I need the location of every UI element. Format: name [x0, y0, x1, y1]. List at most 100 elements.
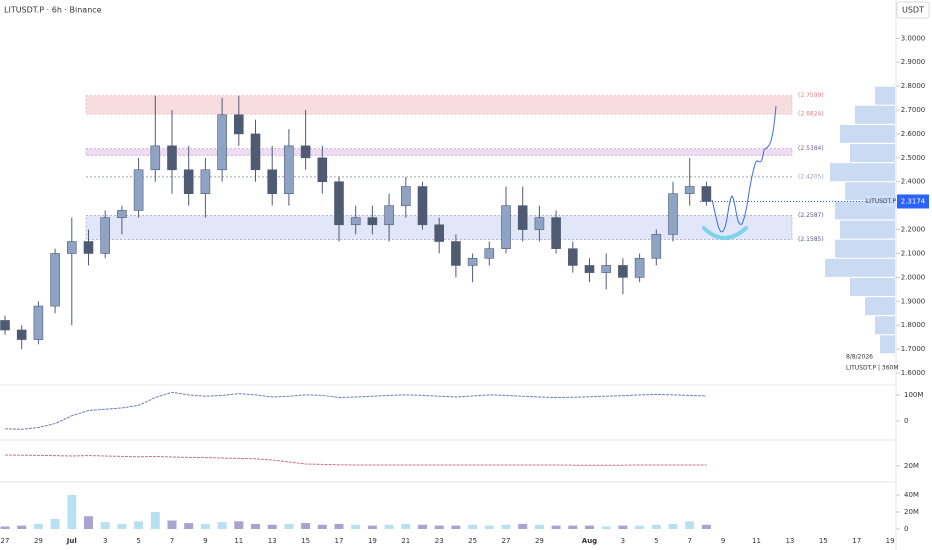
x-tick-label: 11: [752, 537, 761, 545]
x-tick-label: 9: [721, 537, 725, 545]
candle-body: [100, 217, 110, 254]
volume-bar: [384, 524, 394, 529]
x-tick-label: 21: [401, 537, 410, 545]
volume-profile-bar: [875, 86, 895, 105]
candle-body: [234, 114, 244, 135]
x-tick-label: 9: [203, 537, 207, 545]
volume-bar: [568, 525, 578, 529]
volume-bar: [451, 525, 461, 529]
candle-body: [33, 305, 44, 340]
candle-body: [334, 181, 344, 226]
candle-body: [250, 133, 261, 171]
volume-bar: [217, 522, 227, 529]
candle-body: [83, 241, 94, 254]
volume-bar: [484, 525, 494, 529]
volume-bar: [301, 523, 311, 529]
x-tick-label: 11: [234, 537, 243, 545]
volume-bar: [501, 524, 511, 529]
volume-bar: [551, 525, 561, 529]
y-tick-label: 0: [904, 525, 908, 533]
level-label: (2.4205): [798, 173, 824, 180]
volume-bar: [200, 523, 210, 529]
volume-bar: [317, 524, 327, 529]
volume-profile-bar: [830, 163, 895, 182]
x-tick-label: 25: [468, 537, 477, 545]
candle-body: [701, 186, 712, 202]
y-tick-label: 100M: [904, 391, 923, 399]
candle-body: [317, 157, 328, 183]
indicator-line: [4, 454, 707, 466]
volume-bar: [134, 521, 144, 529]
candle-body: [451, 241, 461, 266]
volume-bar: [334, 523, 344, 529]
volume-bar: [84, 516, 93, 529]
candle-body: [601, 265, 612, 273]
zone-label: (2.6824): [798, 111, 824, 118]
x-tick-label: 5: [136, 537, 140, 545]
volume-bar: [150, 512, 160, 529]
volume-bar: [367, 525, 377, 529]
volume-bar: [351, 524, 361, 529]
x-tick-label: 19: [368, 537, 377, 545]
volume-bar: [17, 525, 27, 529]
volume-bar: [50, 518, 60, 529]
candle-body: [67, 241, 77, 254]
currency[interactable]: USDT: [902, 6, 924, 15]
volume-bar: [518, 523, 528, 529]
chart-title: LITUSDT.P · 6h · Binance: [4, 6, 102, 15]
volume-bar: [635, 525, 645, 529]
volume-bar: [117, 523, 127, 529]
y-tick-label: 2.9000: [901, 58, 926, 66]
candle-body: [484, 248, 495, 259]
candle-body: [50, 253, 60, 307]
x-tick-label: 27: [1, 537, 10, 545]
candle-body: [16, 329, 27, 340]
candle-body: [684, 186, 695, 194]
volume-bar: [618, 525, 628, 529]
zone: [85, 95, 793, 115]
candle-body: [117, 210, 127, 218]
volume-profile-bar: [840, 124, 895, 143]
pattern-arc: [702, 226, 748, 240]
volume-profile-bar: [875, 316, 895, 335]
candle-body: [217, 114, 227, 171]
x-tick-label: 23: [435, 537, 444, 545]
candle-body: [167, 145, 177, 171]
candle-body: [668, 193, 678, 235]
x-tick-label: 19: [886, 537, 895, 545]
currency-box[interactable]: [896, 1, 930, 19]
candle-body: [517, 205, 528, 230]
volume-bar: [651, 524, 661, 529]
volume-bar: [100, 522, 110, 529]
symbol-tag-label: LITUSDT.P: [866, 198, 896, 205]
volume-profile-bar: [840, 220, 895, 239]
candle-body: [150, 145, 161, 171]
y-tick-label: 20M: [904, 508, 919, 516]
candle-body: [183, 169, 194, 194]
y-tick-label: 2.1000: [901, 249, 926, 257]
volume-profile-bar: [850, 277, 895, 296]
x-tick-label: 7: [687, 537, 691, 545]
volume-bar: [534, 524, 544, 529]
volume-bar: [284, 523, 294, 529]
x-tick-label: 3: [621, 537, 625, 545]
candle-body: [434, 224, 445, 242]
price-tag-label: 2.3174: [901, 197, 926, 205]
volume-bar: [685, 521, 695, 529]
volume-bar: [167, 520, 177, 529]
y-tick-label: 2.5000: [901, 154, 926, 162]
volume-bar: [418, 524, 427, 529]
candle-body: [467, 257, 478, 266]
y-tick-label: 1.6000: [901, 369, 926, 377]
y-tick-label: 2.2000: [901, 226, 926, 234]
price-tag: [897, 194, 929, 209]
volume-bar: [234, 521, 244, 529]
y-tick-label: 1.8000: [901, 321, 926, 329]
candle-body: [567, 248, 578, 266]
candle-body: [501, 205, 511, 249]
x-tick-label: 3: [103, 537, 107, 545]
x-tick-label: 15: [819, 537, 828, 545]
candle-body: [0, 320, 10, 331]
x-tick-label: 17: [335, 537, 344, 545]
